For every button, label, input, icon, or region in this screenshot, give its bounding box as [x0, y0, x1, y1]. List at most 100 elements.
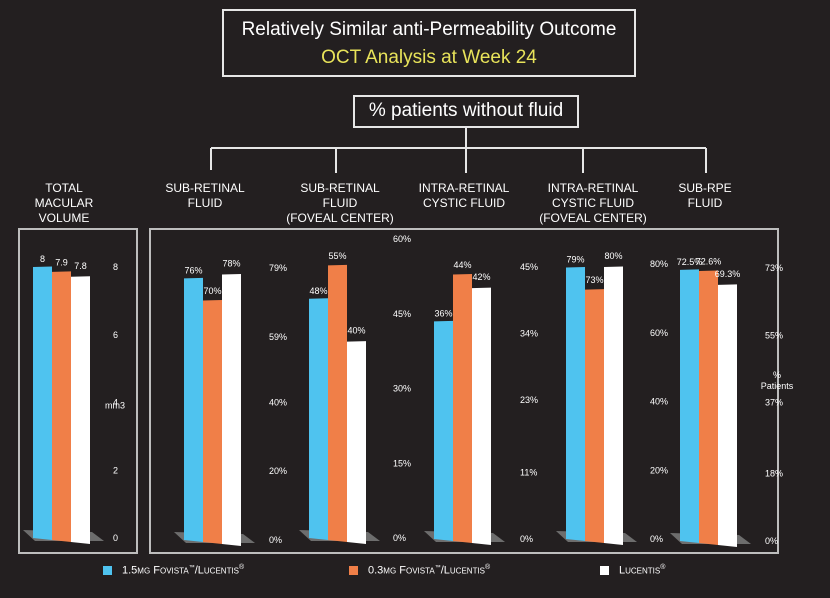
bar-value-label: 70%	[203, 286, 221, 296]
bar-value-label: 42%	[472, 272, 490, 282]
y-axis-label: mm3	[105, 401, 125, 411]
y-tick-label: 0	[113, 533, 118, 543]
legend-swatch-blue	[103, 565, 112, 575]
bar-series3	[604, 266, 623, 545]
category-label-line: VOLUME	[38, 211, 90, 225]
y-tick-label: 18%	[765, 469, 783, 479]
bar-value-label: 36%	[434, 308, 452, 318]
category-label-line: FLUID	[187, 196, 223, 210]
category-label-line: FLUID	[322, 196, 358, 210]
category-label-sub-rpe-fluid: SUB-RPE FLUID	[635, 181, 775, 211]
bar-value-label: 7.9	[55, 257, 68, 267]
chart-title: Relatively Similar anti-Permeability Out…	[241, 19, 617, 40]
y-tick-label: 45%	[393, 309, 411, 319]
panel-fluid-outcomes	[149, 228, 779, 554]
category-label-sub-retinal-fluid: SUB-RETINAL FLUID	[135, 181, 275, 211]
legend-item-lucentis: Lucentis®	[600, 564, 665, 577]
panel-total-macular-volume	[18, 228, 138, 554]
legend-label: Lucentis®	[619, 564, 666, 577]
y-tick-label: 4	[113, 398, 118, 408]
y-axis-label: %	[773, 370, 781, 380]
bar-series2	[203, 299, 222, 544]
y-tick-label: 0%	[269, 535, 282, 545]
title-box: Relatively Similar anti-Permeability Out…	[222, 9, 636, 77]
group-label-box: % patients without fluid	[353, 95, 579, 128]
bar-series2	[585, 289, 604, 543]
bar-series1	[309, 298, 328, 540]
bar-series1	[680, 269, 699, 543]
bar-series1	[184, 277, 203, 542]
bar-series3	[222, 273, 241, 546]
y-tick-label: 23%	[520, 395, 538, 405]
y-tick-label: 45%	[520, 262, 538, 272]
legend-label: 1.5mg Fovista™/Lucentis®	[122, 564, 245, 577]
category-label-line: (FOVEAL CENTER)	[539, 211, 647, 225]
bar-value-label: 73%	[585, 275, 603, 285]
bar-series2	[453, 274, 472, 543]
y-tick-label: 6	[113, 330, 118, 340]
legend-swatch-orange	[349, 565, 358, 575]
category-label-intra-retinal-cystic-fluid-foveal: INTRA-RETINAL CYSTIC FLUID (FOVEAL CENTE…	[523, 181, 663, 226]
y-tick-label: 79%	[269, 263, 287, 273]
category-label-total-macular-volume: TOTAL MACULAR VOLUME	[0, 181, 134, 226]
bar-value-label: 40%	[347, 326, 365, 336]
bar-value-label: 55%	[328, 251, 346, 261]
legend-item-1-5mg: 1.5mg Fovista™/Lucentis®	[103, 564, 244, 577]
bar-series1	[434, 320, 453, 541]
y-tick-label: 2	[113, 465, 118, 475]
bar-series3	[71, 276, 90, 544]
legend-item-0-3mg: 0.3mg Fovista™/Lucentis®	[349, 564, 490, 577]
category-label-line: SUB-RPE	[678, 181, 732, 195]
y-tick-label: 60%	[393, 234, 411, 244]
bar-value-label: 44%	[453, 260, 471, 270]
bar-series2	[328, 264, 347, 542]
y-tick-label: 15%	[393, 458, 411, 468]
bar-series3	[718, 284, 737, 547]
y-tick-label: 55%	[765, 330, 783, 340]
y-tick-label: 0%	[520, 534, 533, 544]
category-label-line: TOTAL	[45, 181, 83, 195]
y-axis-label: Patients	[761, 381, 794, 391]
bar-value-label: 80%	[604, 251, 622, 261]
category-label-line: SUB-RETINAL	[165, 181, 245, 195]
category-label-line: MACULAR	[34, 196, 94, 210]
group-label: % patients without fluid	[368, 100, 564, 121]
legend-label: 0.3mg Fovista™/Lucentis®	[368, 564, 491, 577]
bar-series1	[566, 266, 585, 541]
y-tick-label: 30%	[393, 384, 411, 394]
legend-swatch-white	[600, 565, 609, 575]
y-tick-label: 37%	[765, 398, 783, 408]
bar-value-label: 69.3%	[715, 269, 741, 279]
category-label-line: CYSTIC FLUID	[551, 196, 634, 210]
category-label-line: (FOVEAL CENTER)	[286, 211, 394, 225]
chart-subtitle: OCT Analysis at Week 24	[321, 47, 537, 68]
y-tick-label: 40%	[650, 397, 668, 407]
y-tick-label: 59%	[269, 332, 287, 342]
bar-value-label: 72.5%	[677, 257, 703, 267]
bar-value-label: 7.8	[74, 261, 87, 271]
y-tick-label: 34%	[520, 328, 538, 338]
bar-value-label: 72.6%	[696, 256, 722, 266]
y-tick-label: 40%	[269, 397, 287, 407]
y-tick-label: 20%	[269, 466, 287, 476]
y-tick-label: 60%	[650, 328, 668, 338]
bar-series2	[52, 271, 71, 542]
y-tick-label: 0%	[650, 534, 663, 544]
bar-value-label: 78%	[222, 258, 240, 268]
bar-value-label: 8	[40, 254, 45, 264]
bar-series2	[699, 270, 718, 545]
y-tick-label: 8	[113, 262, 118, 272]
y-tick-label: 20%	[650, 465, 668, 475]
bar-value-label: 76%	[184, 265, 202, 275]
category-label-sub-retinal-fluid-foveal: SUB-RETINAL FLUID (FOVEAL CENTER)	[270, 181, 410, 226]
bar-series1	[33, 266, 52, 540]
category-label-line: CYSTIC FLUID	[422, 196, 505, 210]
bar-series3	[472, 287, 491, 545]
y-tick-label: 73%	[765, 263, 783, 273]
category-label-line: INTRA-RETINAL	[547, 181, 639, 195]
bar-series3	[347, 341, 366, 544]
category-label-line: INTRA-RETINAL	[418, 181, 510, 195]
bar-value-label: 79%	[566, 254, 584, 264]
